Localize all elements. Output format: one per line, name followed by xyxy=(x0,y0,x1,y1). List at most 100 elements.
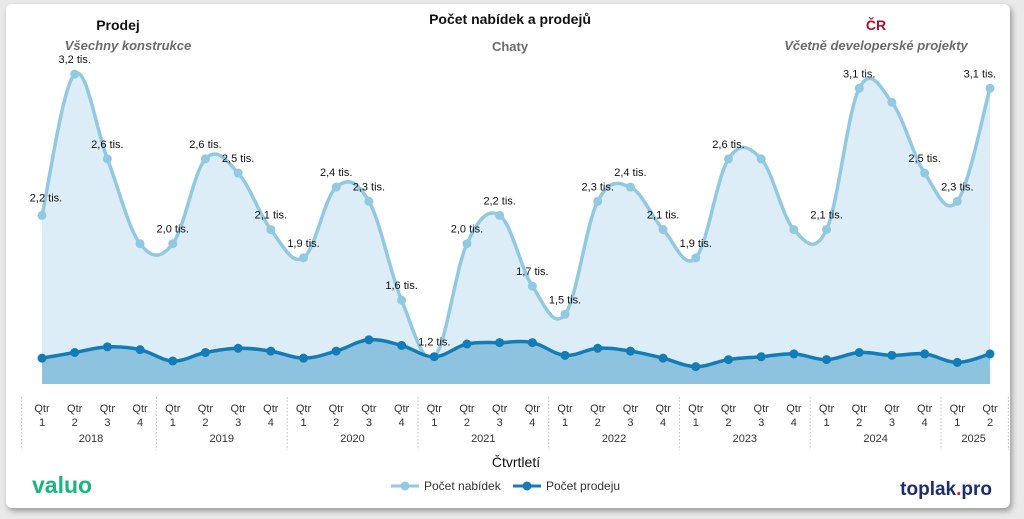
x-tick-label-qtr: Qtr xyxy=(525,403,541,415)
sales-point[interactable] xyxy=(952,357,962,367)
offers-point[interactable] xyxy=(560,309,570,319)
offers-data-label: 2,3 tis. xyxy=(582,181,614,193)
sales-point[interactable] xyxy=(233,343,243,353)
sales-point[interactable] xyxy=(331,346,341,356)
offers-point[interactable] xyxy=(299,253,309,263)
offers-data-label: 2,5 tis. xyxy=(222,153,254,165)
right-subtitle: Včetně developerské projekty xyxy=(784,38,968,53)
sales-point[interactable] xyxy=(593,343,603,353)
offers-point[interactable] xyxy=(462,239,472,249)
offers-point[interactable] xyxy=(985,83,995,93)
sales-point[interactable] xyxy=(625,346,635,356)
sales-point[interactable] xyxy=(789,349,799,359)
x-tick-label-quarter: 2 xyxy=(725,417,731,429)
offers-data-label: 2,4 tis. xyxy=(320,167,352,179)
sales-point[interactable] xyxy=(462,339,472,349)
offers-point[interactable] xyxy=(37,210,47,220)
sales-point[interactable] xyxy=(691,362,701,372)
offers-data-label: 2,6 tis. xyxy=(712,139,744,151)
offers-point[interactable] xyxy=(102,154,112,164)
sales-point[interactable] xyxy=(397,340,407,350)
x-year-label: 2022 xyxy=(602,433,626,445)
sales-point[interactable] xyxy=(135,345,145,355)
offers-point[interactable] xyxy=(887,97,897,107)
toplak-logo: toplak.pro xyxy=(900,479,992,500)
sales-point[interactable] xyxy=(985,349,995,359)
legend-label-offers: Počet nabídek xyxy=(424,479,502,493)
offers-point[interactable] xyxy=(331,182,341,192)
x-tick-label-qtr: Qtr xyxy=(950,403,966,415)
offers-point[interactable] xyxy=(593,196,603,206)
sales-point[interactable] xyxy=(887,350,897,360)
offers-point[interactable] xyxy=(625,182,635,192)
toplak-logo-main: toplak xyxy=(900,479,956,500)
sales-point[interactable] xyxy=(364,335,374,345)
offers-point[interactable] xyxy=(691,253,701,263)
right-title: ČR xyxy=(866,16,886,33)
sales-point[interactable] xyxy=(266,346,276,356)
x-tick-label-qtr: Qtr xyxy=(165,403,181,415)
sales-point[interactable] xyxy=(495,338,505,348)
offers-point[interactable] xyxy=(135,239,145,249)
sales-point[interactable] xyxy=(756,352,766,362)
offers-point[interactable] xyxy=(233,168,243,178)
x-tick-label-qtr: Qtr xyxy=(917,403,933,415)
x-tick-label-qtr: Qtr xyxy=(754,403,770,415)
offers-data-label: 3,2 tis. xyxy=(58,54,90,66)
x-year-label: 2023 xyxy=(733,433,757,445)
x-tick-label-qtr: Qtr xyxy=(492,403,508,415)
sales-point[interactable] xyxy=(723,355,733,365)
offers-point[interactable] xyxy=(920,168,930,178)
offers-point[interactable] xyxy=(397,295,407,305)
legend-item-sales[interactable]: Počet prodeju xyxy=(513,479,620,493)
x-year-label: 2025 xyxy=(961,433,985,445)
x-year-label: 2021 xyxy=(471,433,495,445)
offers-data-label: 1,9 tis. xyxy=(287,238,319,250)
offers-data-label: 2,5 tis. xyxy=(908,153,940,165)
sales-point[interactable] xyxy=(429,352,439,362)
offers-point[interactable] xyxy=(364,196,374,206)
offers-point[interactable] xyxy=(266,225,276,235)
offers-point[interactable] xyxy=(822,225,832,235)
valuo-logo: valuo xyxy=(32,472,92,498)
sales-point[interactable] xyxy=(299,353,309,363)
offers-line xyxy=(40,71,992,361)
toplak-logo-dot: . xyxy=(956,479,961,500)
x-year-label: 2024 xyxy=(863,433,887,445)
sales-point[interactable] xyxy=(168,356,178,366)
sales-point[interactable] xyxy=(102,342,112,352)
offers-point[interactable] xyxy=(168,239,178,249)
offers-point[interactable] xyxy=(789,225,799,235)
offers-point[interactable] xyxy=(854,83,864,93)
offers-point[interactable] xyxy=(200,154,210,164)
sales-point[interactable] xyxy=(822,355,832,365)
offers-point[interactable] xyxy=(756,154,766,164)
offers-data-label: 2,1 tis. xyxy=(810,210,842,222)
x-tick-label-quarter: 1 xyxy=(39,417,45,429)
offers-point[interactable] xyxy=(495,210,505,220)
offers-point[interactable] xyxy=(952,196,962,206)
offers-point[interactable] xyxy=(723,154,733,164)
x-tick-label-quarter: 4 xyxy=(791,417,797,429)
sales-point[interactable] xyxy=(560,350,570,360)
offers-point[interactable] xyxy=(527,281,537,291)
x-tick-label-quarter: 4 xyxy=(529,417,535,429)
sales-point[interactable] xyxy=(37,353,47,363)
legend-item-offers[interactable]: Počet nabídek xyxy=(391,479,502,493)
x-tick-label-quarter: 2 xyxy=(202,417,208,429)
offers-data-label: 3,1 tis. xyxy=(964,68,996,80)
x-tick-label-qtr: Qtr xyxy=(394,403,410,415)
sales-point[interactable] xyxy=(920,349,930,359)
x-tick-label-quarter: 3 xyxy=(758,417,764,429)
offers-point[interactable] xyxy=(70,69,80,79)
offers-point[interactable] xyxy=(658,225,668,235)
sales-point[interactable] xyxy=(854,348,864,357)
sales-point[interactable] xyxy=(70,348,80,357)
sales-point[interactable] xyxy=(200,348,210,357)
sales-point[interactable] xyxy=(658,353,668,363)
x-tick-label-qtr: Qtr xyxy=(557,403,573,415)
sales-point[interactable] xyxy=(527,338,537,348)
x-tick-label-qtr: Qtr xyxy=(198,403,214,415)
offers-data-label: 1,5 tis. xyxy=(549,294,581,306)
